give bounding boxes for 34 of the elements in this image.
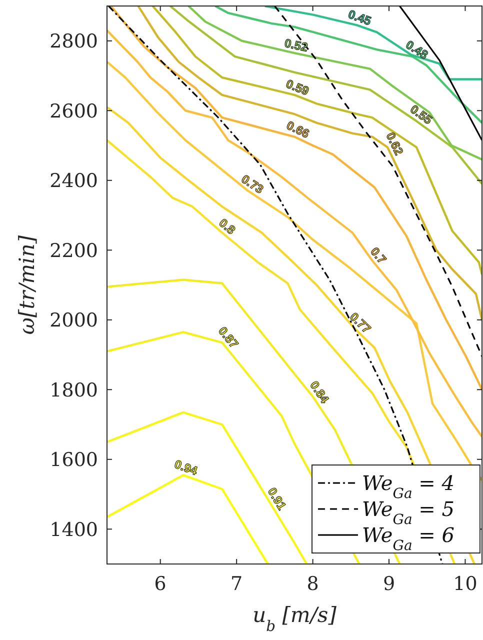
x-axis-title: u$_{b}$[m/s] — [252, 603, 338, 634]
line-series — [152, 6, 482, 276]
y-axis-title: ω[tr/min] — [15, 234, 39, 335]
text: 0.52 — [283, 36, 310, 55]
text: 0.59 — [284, 76, 312, 98]
x-tick-label: 6 — [154, 573, 166, 595]
y-tick-label: 2000 — [50, 310, 98, 332]
text: 0.48 — [403, 38, 431, 62]
text: 0.55 — [408, 102, 435, 128]
text: 0.73 — [238, 172, 266, 197]
text: 0.7 — [368, 244, 390, 267]
text: 0.8 — [216, 216, 238, 238]
text: 0.66 — [284, 118, 312, 142]
y-tick-label: 2400 — [50, 170, 98, 192]
text: 0.77 — [347, 310, 374, 336]
y-tick-label: 2200 — [50, 240, 98, 262]
text: 0.94 — [172, 457, 200, 478]
text: 0.45 — [346, 7, 374, 28]
text: 0.87 — [216, 324, 242, 352]
line-series — [107, 411, 308, 564]
line-series — [274, 6, 482, 358]
y-tick-label: 2600 — [50, 100, 98, 122]
y-tick-label: 1600 — [50, 449, 98, 472]
x-tick-label: 7 — [230, 573, 243, 595]
y-tick-label: 2800 — [50, 30, 98, 53]
line-series — [264, 6, 482, 80]
x-tick-label: 10 — [453, 573, 478, 595]
line-series — [107, 474, 269, 564]
line-series — [187, 6, 482, 161]
x-tick-label: 9 — [382, 573, 396, 595]
text: 0.62 — [383, 130, 406, 158]
x-tick-label: 8 — [306, 573, 319, 595]
y-tick-label: 1400 — [50, 518, 98, 541]
y-tick-label: 1800 — [50, 379, 98, 402]
